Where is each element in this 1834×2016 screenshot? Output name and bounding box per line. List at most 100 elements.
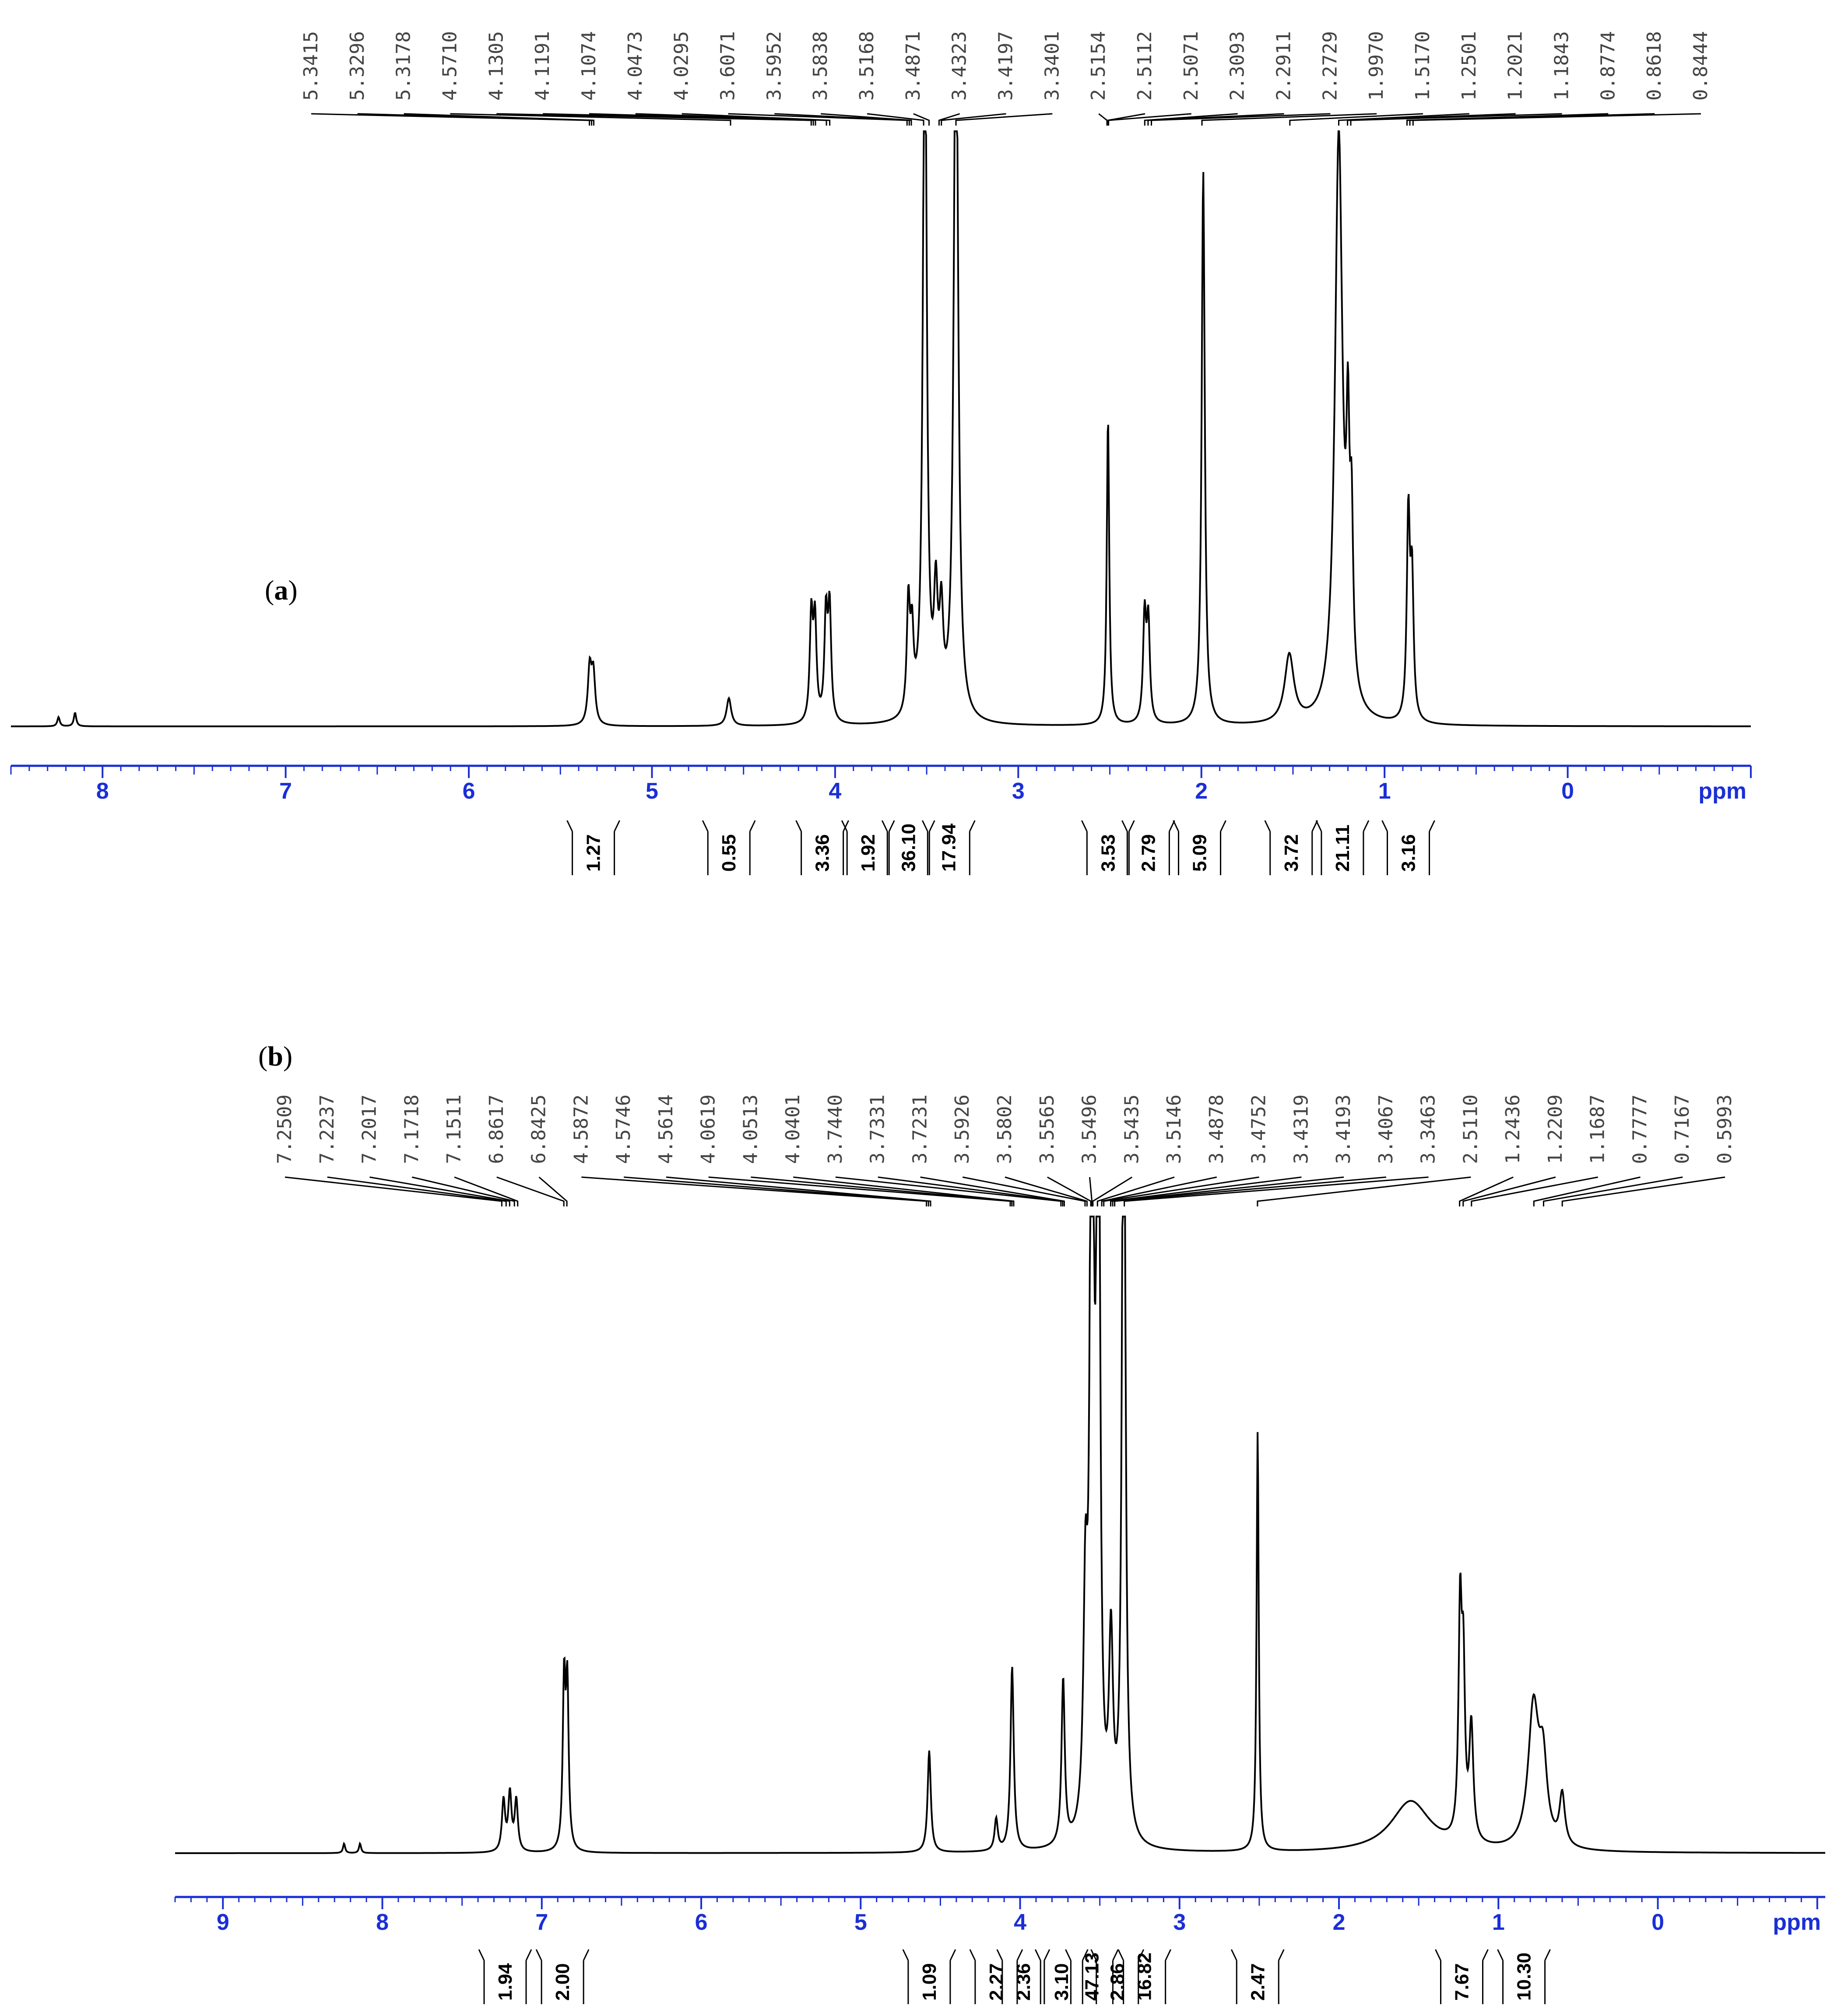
integral-marker: 3.36 xyxy=(795,820,849,875)
integral-value: 21.11 xyxy=(1332,824,1353,872)
ppm-axis-a: 8 7 6 5 4 3 2 1 0 ppm xyxy=(10,764,1752,804)
peak-leader-line xyxy=(404,113,594,126)
axis-tick-label: 5 xyxy=(854,1910,867,1935)
peak-leader-line xyxy=(1101,1176,1217,1206)
axis-tick-label: 6 xyxy=(463,778,475,804)
integral-value: 5.09 xyxy=(1189,834,1211,872)
integral-marker: 2.36 xyxy=(996,1949,1051,2004)
peak-labels-b: 7.2509 7.2237 7.2017 7.1718 7.1511 6.8617 6.84… xyxy=(274,1094,1736,1164)
peak-shift-label: 3.4193 xyxy=(1332,1094,1355,1164)
integral-bracket xyxy=(996,1949,1051,2004)
peak-shift-label: 3.5926 xyxy=(951,1094,973,1164)
spectrum-panel-b: (b) 7.2509 7.2237 7.2017 7.1718 7.1511 6.8617… xyxy=(174,1041,1825,2004)
integral-bracket xyxy=(1173,820,1226,875)
peak-shift-label: 3.4752 xyxy=(1248,1094,1270,1164)
peak-leader-line xyxy=(1110,1176,1302,1206)
peak-shift-label: 3.6071 xyxy=(717,31,739,101)
integral-value: 1.27 xyxy=(583,834,604,872)
peak-leader-line xyxy=(867,113,924,126)
peak-leader-line xyxy=(1124,1176,1429,1206)
peak-shift-label: 3.4878 xyxy=(1205,1094,1228,1164)
integral-bracket xyxy=(1090,1949,1145,2004)
integral-value: 47.13 xyxy=(1081,1953,1103,2001)
integral-value: 2.79 xyxy=(1138,834,1159,872)
peak-leader-line xyxy=(1471,1176,1598,1206)
integral-marker: 2.27 xyxy=(969,1949,1023,2004)
axis-tick-label: 1 xyxy=(1492,1910,1505,1935)
peak-leader-lines-a xyxy=(311,113,1701,126)
peak-leader-line xyxy=(1561,1176,1725,1206)
peak-shift-label: 3.7440 xyxy=(824,1094,847,1164)
peak-shift-label: 3.7231 xyxy=(909,1094,931,1164)
peak-shift-label: 1.1687 xyxy=(1587,1094,1609,1164)
peak-shift-label: 4.0401 xyxy=(782,1094,804,1164)
integral-bracket xyxy=(478,1949,532,2004)
peak-leader-line xyxy=(955,113,1053,126)
integral-marker: 1.09 xyxy=(902,1949,956,2004)
peak-shift-label: 7.2237 xyxy=(316,1094,338,1164)
ppm-axis-b: 9 8 7 6 5 4 3 2 1 0 ppm xyxy=(174,1896,1825,1935)
peak-shift-label: 3.4871 xyxy=(902,31,924,101)
peak-shift-label: 3.7331 xyxy=(867,1094,889,1164)
axis-tick-label: 0 xyxy=(1651,1910,1664,1935)
axis-tick-label: 2 xyxy=(1333,1910,1346,1935)
peak-leader-line xyxy=(538,1176,568,1206)
integral-value: 1.94 xyxy=(495,1963,516,2001)
integral-value: 17.94 xyxy=(938,823,959,872)
peak-shift-label: 7.2509 xyxy=(274,1094,296,1164)
peak-leader-line xyxy=(450,113,731,126)
peak-leader-line xyxy=(1096,1176,1175,1206)
integral-bracket xyxy=(1034,1949,1089,2004)
peak-shift-label: 4.5710 xyxy=(439,31,461,101)
peak-leader-line xyxy=(1107,113,1145,126)
peak-shift-label: 1.2209 xyxy=(1544,1094,1567,1164)
peak-shift-label: 7.2017 xyxy=(358,1094,381,1164)
axis-tick-label: 3 xyxy=(1012,778,1025,804)
integral-value: 2.47 xyxy=(1247,1963,1268,2001)
peak-leader-line xyxy=(1005,1176,1088,1206)
integral-bracket xyxy=(1381,820,1435,875)
peak-shift-label: 1.9970 xyxy=(1365,31,1388,101)
peak-shift-label: 2.3093 xyxy=(1226,31,1249,101)
integral-marker: 2.79 xyxy=(1121,820,1175,875)
axis-tick-label: 6 xyxy=(695,1910,708,1935)
peak-leader-line xyxy=(666,1176,931,1206)
peak-leader-line xyxy=(1289,113,1423,126)
peak-leader-line xyxy=(1533,1176,1641,1206)
peak-shift-label: 4.0473 xyxy=(624,31,646,101)
integral-value: 1.92 xyxy=(857,834,879,872)
integral-bracket xyxy=(881,820,935,875)
peak-leader-line xyxy=(1462,1176,1556,1206)
peak-shift-label: 2.5071 xyxy=(1180,31,1202,101)
peak-leader-line xyxy=(454,1176,519,1206)
peak-shift-label: 4.5614 xyxy=(655,1094,677,1164)
integral-bracket xyxy=(1065,1949,1119,2004)
peak-leader-line xyxy=(1108,113,1191,126)
integral-bracket xyxy=(841,820,895,875)
integral-marker: 3.72 xyxy=(1264,820,1318,875)
integral-value: 16.82 xyxy=(1134,1953,1156,2001)
peak-shift-label: 2.2911 xyxy=(1273,31,1295,101)
peak-leader-line xyxy=(1201,113,1377,126)
integral-marker: 3.53 xyxy=(1081,820,1135,875)
integral-value: 2.86 xyxy=(1107,1963,1128,2001)
axis-tick-label: 0 xyxy=(1561,778,1574,804)
integral-marker: 36.10 xyxy=(881,820,935,875)
integral-marker: 1.92 xyxy=(841,820,895,875)
integral-bracket xyxy=(1121,820,1175,875)
integral-value: 3.72 xyxy=(1281,834,1302,872)
peak-shift-label: 0.7777 xyxy=(1629,1094,1651,1164)
integral-value: 2.00 xyxy=(552,1963,573,2001)
axis-tick-label: 3 xyxy=(1173,1910,1186,1935)
integral-bracket xyxy=(795,820,849,875)
integral-marker: 3.10 xyxy=(1034,1949,1089,2004)
peak-leader-line xyxy=(821,113,912,126)
peak-shift-label: 4.1191 xyxy=(531,31,554,101)
integral-bracket xyxy=(535,1949,590,2004)
spectrum-trace-b xyxy=(175,1216,1825,1854)
integral-value: 3.53 xyxy=(1097,834,1119,872)
axis-tick-label: 4 xyxy=(829,778,841,804)
peak-leader-line xyxy=(1112,1176,1344,1206)
peak-leader-line xyxy=(496,1176,565,1206)
